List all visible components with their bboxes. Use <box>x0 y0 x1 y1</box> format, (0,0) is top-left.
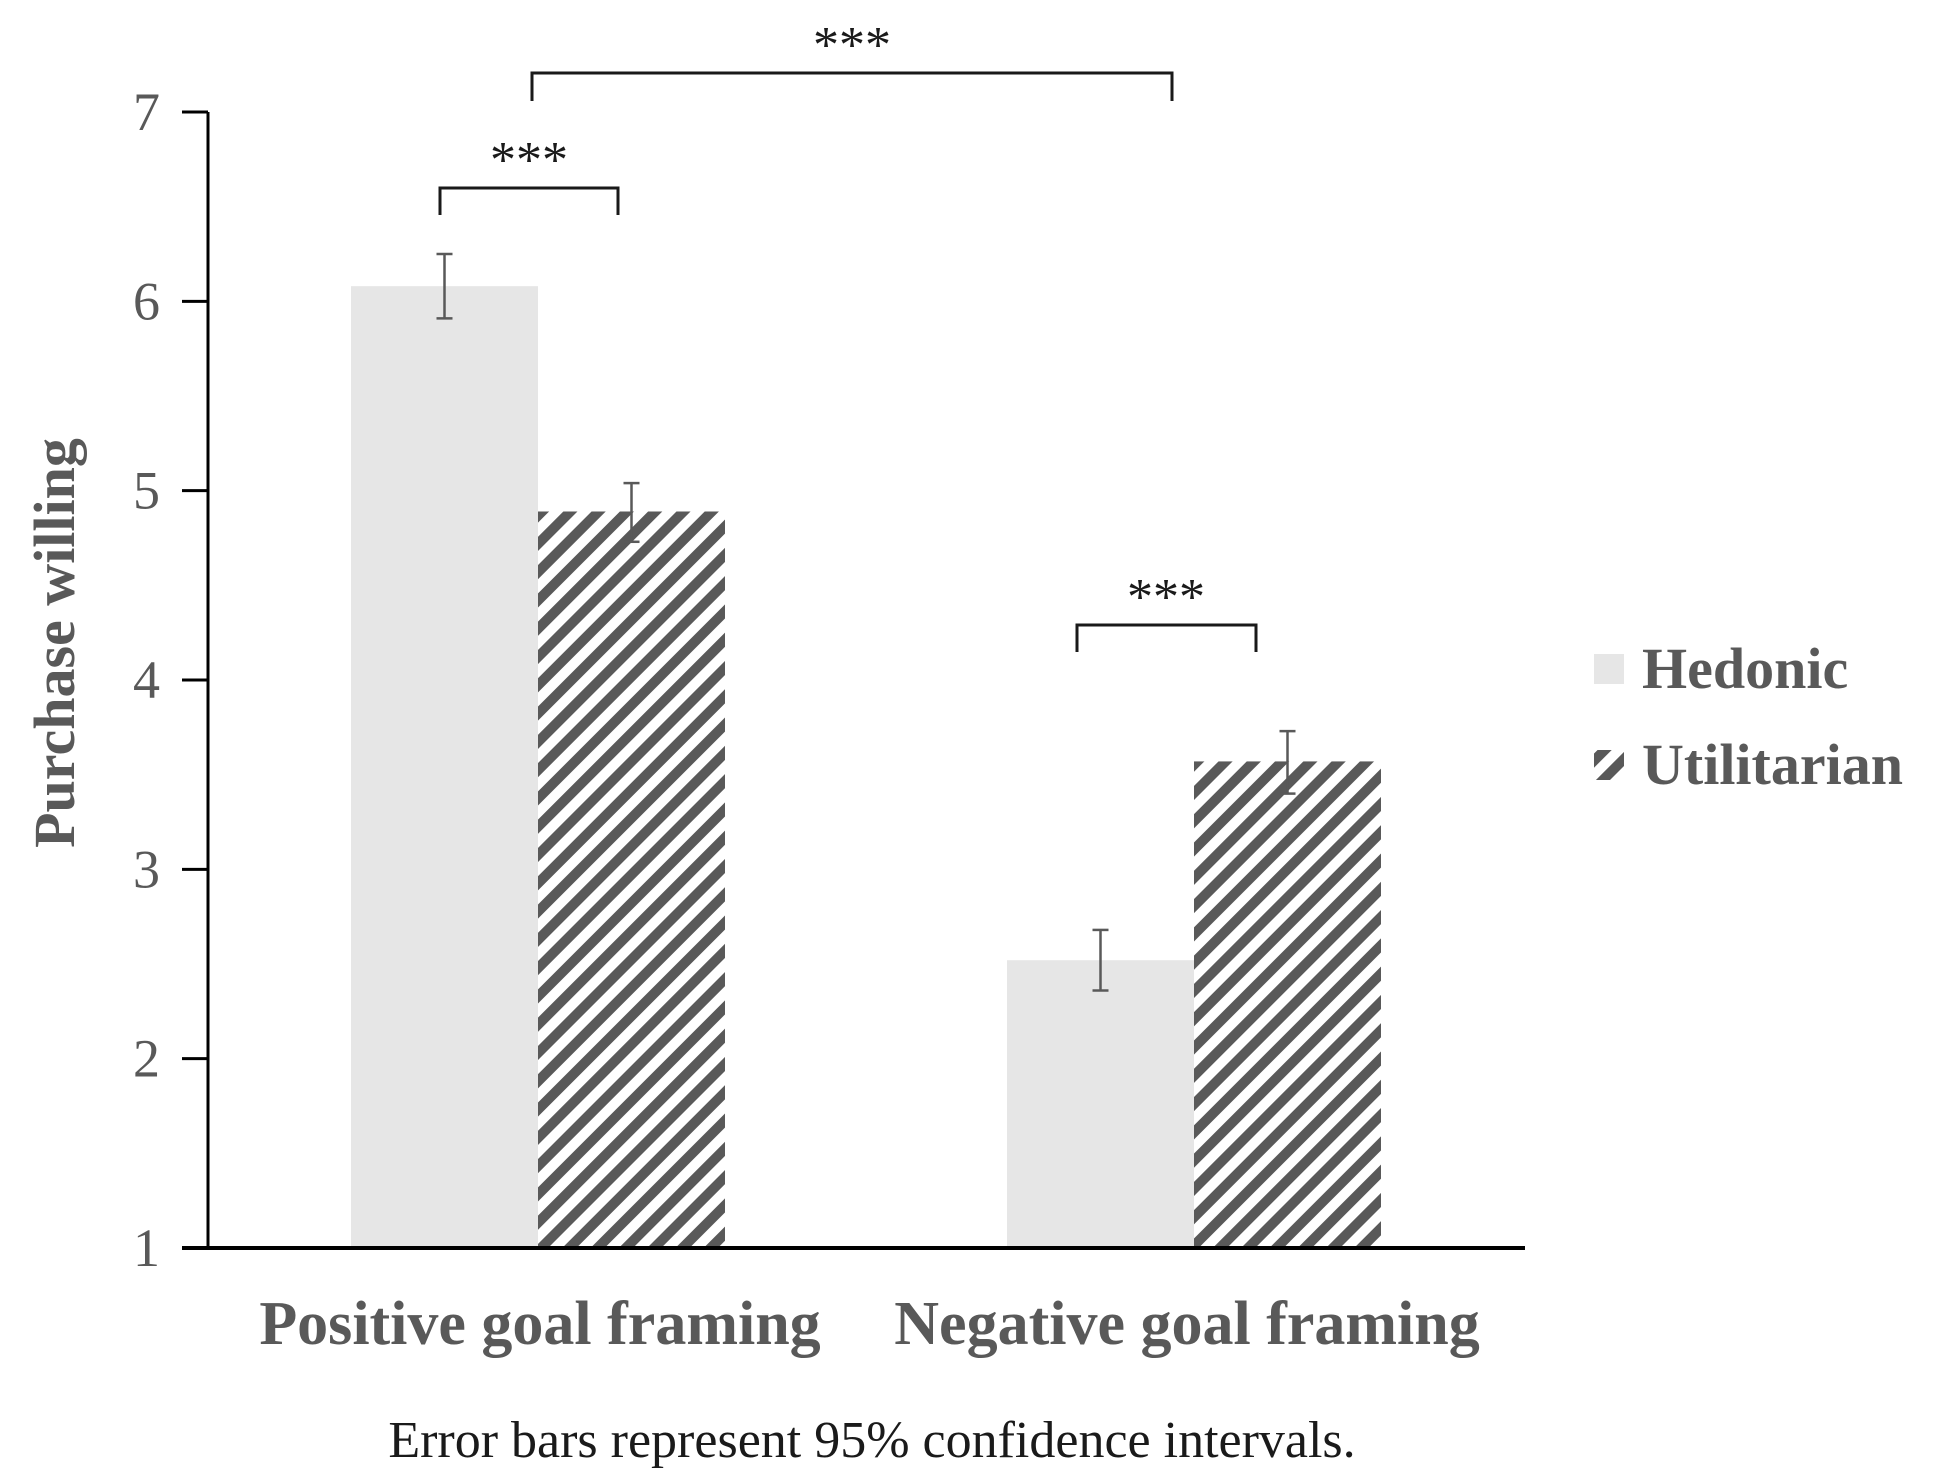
significance-brackets: *** *** *** <box>438 17 1258 652</box>
legend-label-hedonic: Hedonic <box>1642 636 1848 701</box>
error-bar-negative-utilitarian <box>1279 729 1296 795</box>
y-tick-label: 5 <box>133 461 160 521</box>
error-bars-group <box>436 252 1296 992</box>
bracket-between-framing <box>530 71 1174 101</box>
sig-label-negative-within: *** <box>1127 569 1205 626</box>
category-label-positive: Positive goal framing <box>259 1290 820 1358</box>
y-tick-label: 3 <box>133 839 160 899</box>
error-bar-positive-utilitarian <box>623 481 640 544</box>
y-tick-label: 4 <box>133 650 160 710</box>
legend-swatch-utilitarian <box>1594 750 1624 780</box>
bar-negative-utilitarian <box>1194 761 1381 1246</box>
bar-positive-hedonic <box>351 286 538 1247</box>
y-tick-label: 6 <box>133 271 160 331</box>
y-axis-ticks: 1 2 3 4 5 6 7 <box>133 82 208 1278</box>
sig-label-between-framing: *** <box>813 17 891 74</box>
y-tick-label: 7 <box>133 82 160 142</box>
legend: Hedonic Utilitarian <box>1594 636 1903 797</box>
error-bar-positive-hedonic <box>436 252 453 320</box>
error-bar-negative-hedonic <box>1092 928 1109 992</box>
sig-label-positive-within: *** <box>490 132 568 189</box>
legend-swatch-hedonic <box>1594 654 1624 684</box>
category-label-negative: Negative goal framing <box>894 1290 1479 1358</box>
y-tick-label: 1 <box>133 1218 160 1278</box>
y-tick-label: 2 <box>133 1029 160 1089</box>
bar-positive-utilitarian <box>538 511 725 1246</box>
bars-group <box>351 286 1381 1247</box>
bracket-negative-within <box>1075 623 1258 652</box>
y-axis-title: Purchase willing <box>22 438 87 848</box>
error-bar-note: Error bars represent 95% confidence inte… <box>388 1412 1355 1469</box>
legend-label-utilitarian: Utilitarian <box>1642 732 1903 797</box>
bracket-positive-within <box>438 186 620 215</box>
bar-negative-hedonic <box>1007 960 1194 1246</box>
